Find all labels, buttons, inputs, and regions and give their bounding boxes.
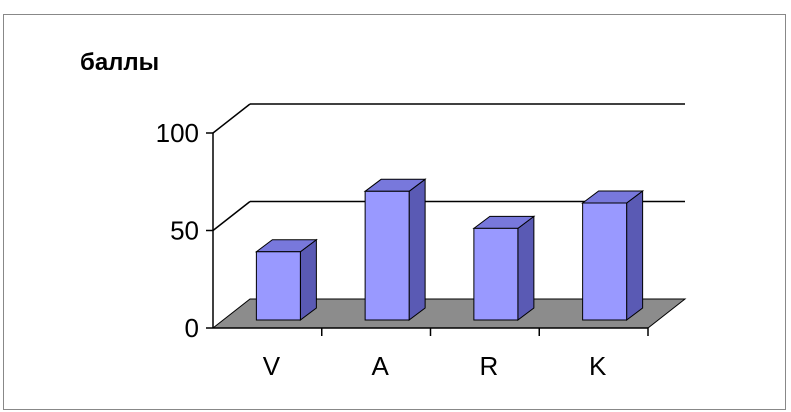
- bars: [254, 178, 645, 321]
- bar-k: [581, 190, 645, 321]
- axes: [206, 132, 649, 336]
- y-tick-label: 100: [156, 118, 199, 148]
- gridline-diagonal: [212, 103, 251, 134]
- bar-side: [299, 238, 317, 321]
- tick-labels: 0 50 100 V A R K: [156, 118, 607, 381]
- x-tick-label: A: [371, 351, 389, 381]
- gridline-diagonal: [212, 200, 251, 232]
- bar-front: [364, 190, 410, 321]
- bar-r: [472, 215, 536, 321]
- y-tick-label: 50: [170, 216, 199, 246]
- bar-a: [363, 178, 427, 321]
- bar-front: [582, 202, 628, 321]
- y-axis-label: баллы: [80, 49, 159, 76]
- bar-side: [408, 178, 426, 321]
- bar-v: [254, 238, 318, 321]
- bar-front: [255, 251, 301, 321]
- x-tick-label: K: [589, 351, 607, 381]
- bar-side: [517, 215, 535, 321]
- x-tick-label: R: [479, 351, 498, 381]
- bar-side: [626, 190, 644, 321]
- y-tick-label: 0: [185, 313, 199, 343]
- x-tick-label: V: [263, 351, 281, 381]
- bar-front: [473, 227, 519, 321]
